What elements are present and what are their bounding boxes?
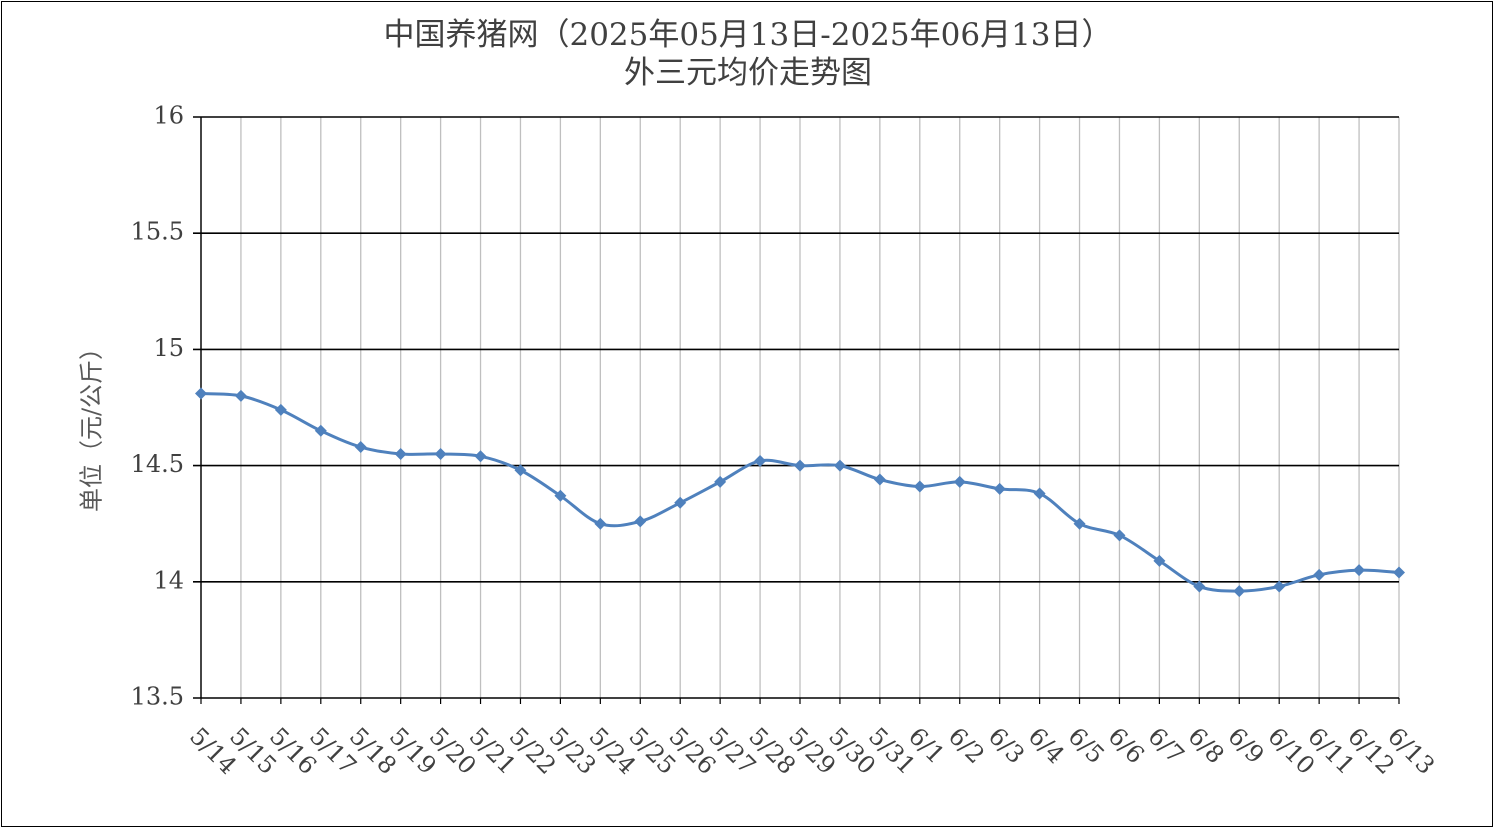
data-point (1393, 566, 1405, 579)
data-point (1313, 568, 1326, 581)
y-tick-label: 13.5 (131, 683, 184, 711)
data-point (634, 515, 647, 528)
data-point (234, 389, 247, 402)
chart-title-block: 中国养猪网（2025年05月13日-2025年06月13日） 外三元均价走势图 (0, 16, 1496, 92)
data-point (1353, 564, 1366, 577)
y-tick-label: 16 (153, 102, 184, 130)
data-point (913, 480, 926, 493)
data-point (953, 475, 966, 488)
horizontal-gridlines (193, 116, 1399, 699)
x-tick-label: 6/3 (983, 722, 1030, 769)
data-point (1073, 517, 1086, 530)
chart-subtitle: 外三元均价走势图 (624, 55, 872, 91)
data-point (714, 475, 727, 488)
x-tick-label: 6/7 (1143, 722, 1190, 769)
x-tick-label: 6/8 (1182, 722, 1229, 769)
data-point (514, 464, 527, 477)
data-point (833, 459, 846, 472)
data-point (394, 447, 407, 460)
chart-title: 中国养猪网（2025年05月13日-2025年06月13日） (383, 17, 1113, 53)
x-tick-label: 6/6 (1103, 722, 1150, 769)
data-point (314, 424, 327, 437)
x-tick-label: 6/4 (1023, 722, 1070, 769)
data-point (195, 387, 207, 400)
data-point (1153, 554, 1166, 567)
x-tick-label: 6/9 (1222, 722, 1269, 769)
data-point (554, 489, 567, 502)
data-point (1033, 487, 1046, 500)
data-point (873, 473, 886, 486)
data-point (354, 441, 367, 454)
data-point (1113, 529, 1126, 542)
data-point (594, 517, 607, 530)
x-tick-label: 6/2 (943, 722, 990, 769)
data-point (1233, 585, 1246, 598)
data-point (1273, 580, 1286, 593)
data-point (754, 454, 767, 467)
data-point (434, 447, 447, 460)
x-tick-label: 6/5 (1063, 722, 1110, 769)
data-point (674, 496, 687, 509)
y-tick-label: 15.5 (131, 218, 184, 246)
y-tick-label: 15 (153, 334, 184, 362)
data-point (794, 459, 806, 472)
x-axis-ticks: 5/145/155/165/175/185/195/205/215/225/23… (184, 698, 1440, 780)
data-point (274, 403, 287, 416)
data-point (993, 482, 1006, 495)
data-point (1193, 580, 1206, 593)
vertical-gridlines (200, 117, 1400, 698)
y-tick-label: 14.5 (131, 450, 184, 478)
y-tick-label: 14 (153, 566, 184, 594)
series-layer (195, 387, 1405, 598)
y-axis-label: 单位（元/公斤） (78, 336, 106, 512)
data-point (474, 450, 487, 463)
y-axis-ticks: 13.5 14 14.5 15 15.5 16 (131, 102, 184, 711)
